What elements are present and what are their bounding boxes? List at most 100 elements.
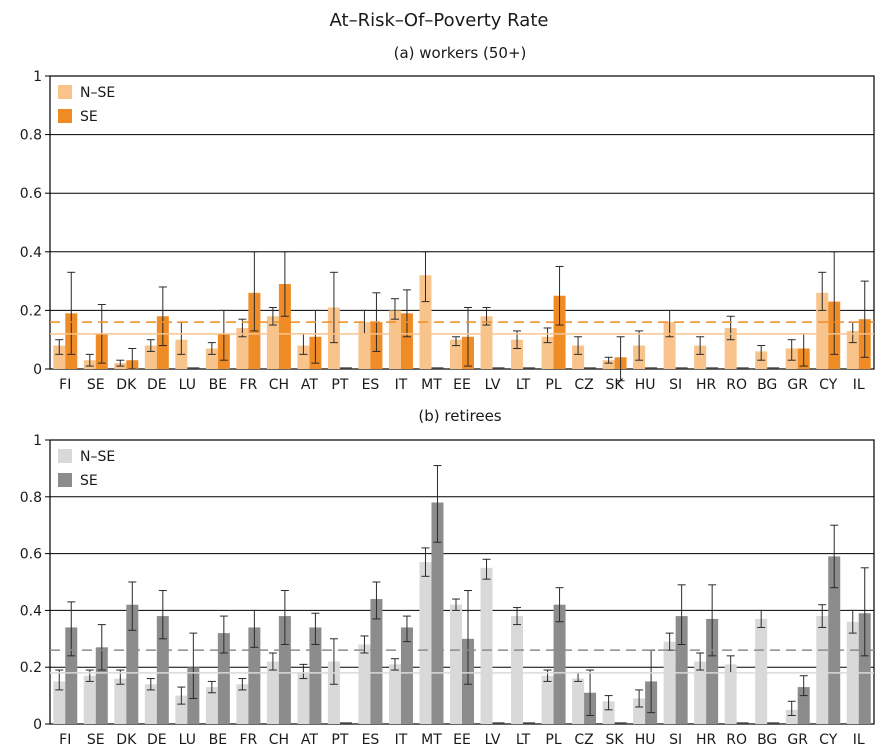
bar-nse [419,562,432,724]
x-tick-label: AT [301,732,318,748]
bar-nse [297,345,310,369]
x-tick-label: BE [209,732,227,748]
bar-nse [114,678,127,724]
bar-se [370,599,383,724]
x-tick-label: SI [669,377,682,393]
bar-nse [236,684,249,724]
x-tick-label: FI [59,732,71,748]
bar-se [706,618,719,724]
x-tick-label: EE [453,732,471,748]
bar-se [400,313,413,369]
x-tick-label: BE [209,377,227,393]
legend-swatch [58,449,72,463]
bar-nse [694,661,707,724]
bar-nse [205,687,218,724]
x-tick-label: SE [87,377,105,393]
bar-se [309,627,322,724]
bar-nse [602,360,615,369]
x-tick-label: LT [516,377,531,393]
x-tick-label: DK [116,377,137,393]
bar-nse [358,644,371,724]
bar-nse [327,661,340,724]
x-tick-label: FR [239,732,257,748]
x-tick-label: HU [635,377,656,393]
legend-swatch [58,473,72,487]
x-tick-label: BG [757,732,777,748]
x-tick-label: HR [696,732,717,748]
x-tick-label: MT [421,732,442,748]
x-tick-label: PT [331,377,348,393]
x-tick-label: SE [87,732,105,748]
x-tick-label: FR [239,377,257,393]
y-tick-label: 1 [33,69,42,85]
x-tick-label: PT [331,732,348,748]
bar-nse [816,616,829,724]
bar-nse [450,339,462,369]
bar-nse [450,604,462,724]
x-tick-label: GR [787,732,808,748]
bar-nse [511,339,524,369]
bar-nse [572,345,585,369]
x-tick-label: IT [395,732,408,748]
bar-nse [694,345,707,369]
x-tick-label: HU [635,732,656,748]
x-tick-label: LV [485,732,501,748]
bar-nse [266,661,279,724]
x-tick-label: EE [453,377,471,393]
bar-nse [633,698,646,724]
legend-swatch [58,109,72,123]
x-tick-label: LT [516,732,531,748]
x-tick-label: IL [853,732,865,748]
x-tick-label: CY [819,732,838,748]
bar-nse [388,310,401,369]
x-tick-label: RO [726,732,747,748]
bar-se [248,627,261,724]
bar-se [65,627,78,724]
bar-se [278,284,291,369]
x-tick-label: PL [545,377,561,393]
legend-swatch [58,85,72,99]
x-tick-label: LU [179,732,196,748]
x-tick-label: LV [485,377,501,393]
x-tick-label: GR [787,377,808,393]
bar-nse [53,345,66,369]
bar-nse [785,709,798,724]
y-tick-label: 0 [33,717,42,733]
bar-nse [83,675,96,724]
bar-nse [572,678,585,724]
y-tick-label: 0.2 [20,303,42,319]
bar-nse [236,327,249,369]
bar-nse [175,695,188,724]
legend-label: N–SE [80,85,115,101]
x-tick-label: CZ [574,377,593,393]
bar-nse [541,336,554,369]
y-tick-label: 0.6 [20,547,42,563]
panel-a-subtitle: (a) workers (50+) [394,44,527,62]
bar-nse [816,292,829,369]
y-tick-label: 0.2 [20,660,42,676]
bar-nse [266,316,279,369]
legend-label: SE [80,109,98,125]
legend-label: N–SE [80,449,115,465]
x-tick-label: SK [606,377,625,393]
bar-nse [297,672,310,724]
x-tick-label: DE [147,377,167,393]
y-tick-label: 0.4 [20,245,42,261]
x-tick-label: CH [269,377,289,393]
y-tick-label: 0.4 [20,603,42,619]
x-tick-label: CH [269,732,289,748]
figure-title: At–Risk–Of–Poverty Rate [330,10,549,31]
x-tick-label: AT [301,377,318,393]
bar-nse [388,664,401,724]
x-tick-label: LU [179,377,196,393]
bar-se [95,647,108,724]
bar-nse [53,681,66,724]
bar-se [675,616,688,724]
y-tick-label: 0 [33,362,42,378]
panel-a: 0 0.2 0.4 0.6 0.8 1 FI SE DK DE LU BE FR CH AT PT ES IT MT… [20,69,875,393]
x-tick-label: MT [421,377,442,393]
y-tick-label: 0.6 [20,186,42,202]
bar-nse [144,684,157,724]
x-tick-label: SI [669,732,682,748]
